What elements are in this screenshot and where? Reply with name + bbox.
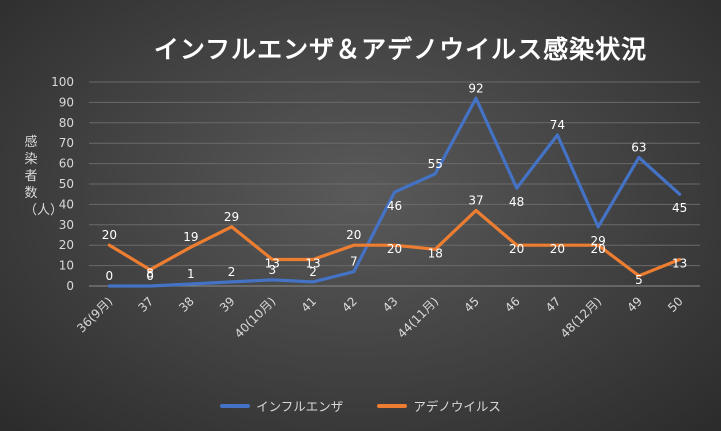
data-point-adenovirus [515, 243, 519, 247]
data-label-adenovirus: 29 [224, 210, 239, 224]
data-label-adenovirus: 18 [428, 246, 443, 260]
x-tick-label: 40(10月) [232, 294, 279, 341]
data-point-adenovirus [148, 268, 152, 272]
y-tick-label: 90 [59, 95, 74, 109]
y-tick-label: 100 [51, 75, 74, 89]
x-tick-label: 45 [461, 294, 482, 315]
data-label-influenza: 29 [591, 234, 606, 248]
data-label-influenza: 0 [106, 269, 114, 283]
data-point-influenza [189, 282, 193, 286]
data-label-influenza: 48 [509, 195, 524, 209]
data-label-adenovirus: 37 [468, 194, 483, 208]
y-tick-label: 50 [59, 177, 74, 191]
data-point-adenovirus [393, 243, 396, 247]
data-point-adenovirus [678, 257, 682, 261]
data-point-influenza [596, 225, 600, 229]
x-tick-label: 37 [136, 294, 157, 315]
data-point-influenza [515, 186, 519, 190]
y-tick-label: 0 [66, 279, 74, 293]
data-point-influenza [474, 96, 478, 100]
x-tick-label: 47 [543, 294, 564, 315]
y-tick-label: 30 [59, 218, 74, 232]
y-tick-label: 10 [59, 259, 74, 273]
data-label-adenovirus: 20 [387, 242, 402, 256]
x-tick-label: 48(12月) [558, 294, 605, 341]
y-tick-label: 60 [59, 157, 74, 171]
y-tick-label: 20 [59, 238, 74, 252]
data-point-influenza [393, 190, 396, 194]
legend-label-adenovirus: アデノウイルス [413, 399, 501, 414]
legend-item-influenza: インフルエンザ [220, 396, 343, 415]
x-tick-label: 50 [665, 294, 686, 315]
data-point-influenza [311, 280, 315, 284]
data-label-adenovirus: 20 [102, 228, 117, 242]
data-label-influenza: 3 [268, 263, 276, 277]
data-point-adenovirus [107, 243, 111, 247]
data-point-adenovirus [189, 245, 193, 249]
data-point-influenza [555, 133, 559, 137]
data-label-influenza: 46 [387, 199, 402, 213]
data-point-influenza [270, 278, 274, 282]
data-point-adenovirus [596, 243, 600, 247]
data-label-influenza: 92 [468, 81, 483, 95]
data-point-influenza [433, 172, 437, 176]
data-label-influenza: 7 [350, 255, 358, 269]
data-point-adenovirus [311, 257, 315, 261]
data-label-adenovirus: 13 [265, 256, 280, 270]
data-point-adenovirus [352, 243, 356, 247]
data-label-influenza: 55 [428, 157, 443, 171]
data-label-influenza: 0 [146, 269, 154, 283]
legend: インフルエンザ アデノウイルス [0, 396, 721, 415]
data-label-adenovirus: 20 [550, 242, 565, 256]
data-point-adenovirus [555, 243, 559, 247]
data-label-adenovirus: 13 [672, 256, 687, 270]
x-tick-label: 46 [502, 294, 523, 315]
x-tick-label: 42 [339, 294, 360, 315]
data-point-influenza [352, 270, 356, 274]
legend-swatch-influenza [220, 403, 251, 408]
data-point-influenza [148, 284, 152, 288]
data-point-influenza [637, 155, 641, 159]
series-influenza [107, 96, 682, 288]
x-tick-label: 41 [298, 294, 319, 315]
data-label-influenza: 63 [631, 140, 646, 154]
data-point-influenza [230, 280, 234, 284]
data-point-adenovirus [474, 209, 478, 213]
x-tick-label: 39 [217, 294, 238, 315]
legend-item-adenovirus: アデノウイルス [377, 396, 501, 415]
y-tick-label: 80 [59, 116, 74, 130]
data-label-adenovirus: 13 [305, 256, 320, 270]
data-point-influenza [678, 192, 682, 196]
chart-title: インフルエンザ＆アデノウイルス感染状況 [153, 35, 648, 64]
data-label-influenza: 2 [309, 265, 317, 279]
y-tick-label: 70 [59, 136, 74, 150]
series-adenovirus [107, 208, 682, 278]
x-tick-label: 36(9月) [74, 294, 115, 335]
data-label-influenza: 45 [672, 201, 687, 215]
data-label-adenovirus: 20 [509, 242, 524, 256]
x-tick-label: 43 [380, 294, 401, 315]
x-tick-label: 49 [624, 294, 645, 315]
y-tick-label: 40 [59, 197, 74, 211]
data-label-adenovirus: 19 [183, 230, 198, 244]
data-point-adenovirus [433, 247, 437, 251]
legend-label-influenza: インフルエンザ [256, 399, 344, 414]
data-label-adenovirus: 8 [146, 267, 154, 281]
data-label-adenovirus: 5 [635, 273, 643, 287]
data-point-adenovirus [637, 274, 641, 278]
data-label-influenza: 2 [228, 265, 236, 279]
data-label-adenovirus: 20 [346, 228, 361, 242]
x-tick-label: 38 [176, 294, 197, 315]
x-tick-label: 44(11月) [395, 294, 442, 341]
data-point-influenza [107, 284, 111, 288]
data-label-influenza: 1 [187, 267, 195, 281]
data-label-adenovirus: 20 [591, 242, 606, 256]
legend-swatch-adenovirus [377, 403, 408, 408]
data-point-adenovirus [270, 257, 274, 261]
data-point-adenovirus [230, 225, 234, 229]
data-label-influenza: 74 [550, 118, 565, 132]
